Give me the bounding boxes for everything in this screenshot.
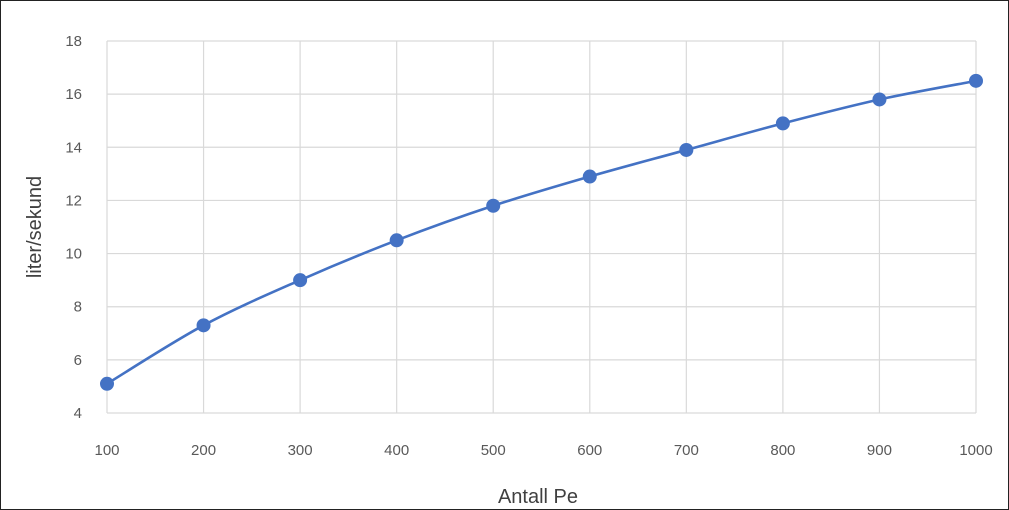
data-point xyxy=(196,318,211,333)
y-tick-label: 14 xyxy=(65,139,82,156)
data-point xyxy=(969,73,983,88)
grid-lines xyxy=(106,40,977,414)
x-tick-label: 300 xyxy=(288,442,313,459)
data-point xyxy=(775,116,790,131)
x-tick-label: 500 xyxy=(481,442,506,459)
x-tick-labels: 100 200 300 400 500 600 700 800 900 1000 xyxy=(94,442,992,459)
data-point xyxy=(872,92,887,107)
y-tick-label: 10 xyxy=(65,246,82,263)
x-tick-label: 400 xyxy=(384,442,409,459)
y-tick-label: 4 xyxy=(74,405,82,422)
x-tick-label: 100 xyxy=(94,442,119,459)
y-tick-label: 6 xyxy=(74,352,82,369)
data-point xyxy=(486,198,501,213)
x-tick-label: 200 xyxy=(191,442,216,459)
data-point xyxy=(100,376,114,391)
x-tick-label: 600 xyxy=(577,442,602,459)
y-tick-labels: 4 6 8 10 12 14 16 18 xyxy=(65,33,82,422)
data-point xyxy=(389,233,404,248)
x-tick-label: 700 xyxy=(674,442,699,459)
data-point xyxy=(679,142,694,157)
y-axis-title: liter/sekund xyxy=(24,176,46,278)
x-tick-label: 1000 xyxy=(959,442,992,459)
y-tick-label: 8 xyxy=(74,299,82,316)
series-line xyxy=(105,79,978,386)
y-tick-label: 16 xyxy=(65,86,82,103)
y-tick-label: 18 xyxy=(65,33,82,50)
x-axis-title: Antall Pe xyxy=(498,486,578,508)
data-point xyxy=(293,273,308,288)
data-point xyxy=(582,169,597,184)
y-tick-label: 12 xyxy=(65,192,82,209)
series-group xyxy=(100,73,983,391)
x-tick-label: 800 xyxy=(770,442,795,459)
x-tick-label: 900 xyxy=(867,442,892,459)
